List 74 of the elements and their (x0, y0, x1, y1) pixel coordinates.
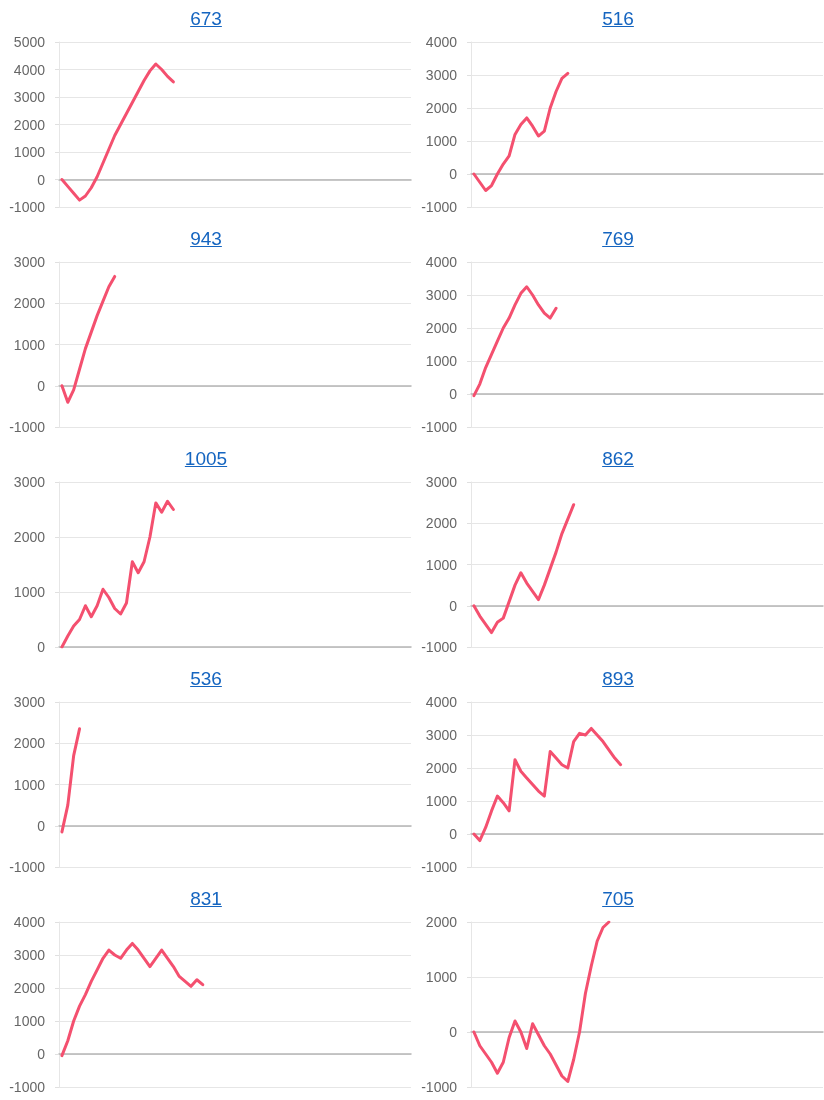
y-tick-label: 1000 (13, 1013, 46, 1029)
chart-title: 943 (189, 227, 223, 251)
chart-title: 1005 (183, 447, 229, 471)
y-tick-label: 2000 (13, 980, 46, 996)
line-series (472, 285, 558, 398)
line-series (60, 727, 82, 834)
y-tick-label: 4000 (425, 694, 458, 710)
chart-title: 705 (601, 887, 635, 911)
y-tick-label: 0 (449, 1024, 458, 1040)
line-series (60, 499, 175, 649)
y-tick-label: -1000 (9, 1079, 46, 1095)
y-tick-label: 2000 (425, 320, 458, 336)
y-tick-label: 1000 (13, 776, 46, 793)
y-tick-label: 4000 (425, 34, 458, 50)
y-tick-label: 1000 (425, 133, 458, 149)
y-tick-label: 0 (37, 1046, 46, 1062)
y-tick-label: -1000 (421, 859, 458, 875)
y-tick-label: 3000 (13, 254, 46, 270)
line-series (472, 726, 623, 843)
y-tick-label: 0 (37, 377, 46, 394)
y-tick-label: 1000 (13, 336, 46, 353)
y-tick-label: 3000 (425, 474, 458, 490)
y-tick-label: -1000 (421, 639, 458, 655)
y-tick-label: 0 (37, 817, 46, 834)
y-tick-label: 2000 (13, 529, 46, 545)
line-series (60, 941, 205, 1058)
line-series (472, 920, 611, 1083)
line-series (472, 71, 570, 192)
chart-title: 831 (189, 887, 223, 911)
chart-title: 536 (189, 667, 223, 691)
y-tick-label: -1000 (421, 199, 458, 215)
y-tick-label: 3000 (13, 947, 46, 963)
y-tick-label: 3000 (13, 474, 46, 490)
chart-title: 893 (601, 667, 635, 691)
y-tick-label: -1000 (421, 1079, 458, 1095)
y-tick-label: 3000 (425, 67, 458, 83)
line-series (60, 274, 117, 404)
y-tick-label: 3000 (425, 727, 458, 743)
y-tick-label: -1000 (421, 419, 458, 435)
y-tick-label: 5000 (13, 34, 46, 50)
y-tick-label: 1000 (425, 353, 458, 369)
y-tick-label: 2000 (13, 295, 46, 312)
y-tick-label: 0 (37, 639, 46, 655)
y-tick-label: 0 (449, 386, 458, 402)
y-tick-label: 2000 (425, 914, 458, 930)
y-tick-label: -1000 (9, 859, 46, 875)
chart-title: 862 (601, 447, 635, 471)
y-tick-label: 3000 (13, 89, 46, 105)
y-tick-label: 4000 (13, 61, 46, 78)
y-tick-label: 2000 (425, 515, 458, 532)
y-tick-label: 1000 (425, 793, 458, 809)
y-tick-label: 1000 (13, 584, 46, 600)
y-tick-label: 4000 (425, 254, 458, 270)
y-tick-label: 0 (37, 171, 46, 188)
y-tick-label: -1000 (9, 419, 46, 435)
y-tick-label: 3000 (425, 287, 458, 303)
y-tick-label: 4000 (13, 914, 46, 930)
chart-title: 769 (601, 227, 635, 251)
y-tick-label: 2000 (13, 735, 46, 752)
y-tick-label: 0 (449, 597, 458, 614)
line-series (472, 503, 576, 635)
y-tick-label: 2000 (425, 760, 458, 776)
y-tick-label: 0 (449, 166, 458, 182)
chart-title: 673 (189, 7, 223, 31)
y-tick-label: 3000 (13, 694, 46, 710)
line-series (60, 62, 175, 202)
y-tick-label: -1000 (9, 199, 46, 215)
y-tick-label: 1000 (425, 556, 458, 573)
y-tick-label: 2000 (425, 100, 458, 116)
chart-title: 516 (601, 7, 635, 31)
y-tick-label: 0 (449, 826, 458, 842)
y-tick-label: 1000 (425, 969, 458, 985)
y-tick-label: 2000 (13, 116, 46, 133)
y-tick-label: 1000 (13, 144, 46, 160)
